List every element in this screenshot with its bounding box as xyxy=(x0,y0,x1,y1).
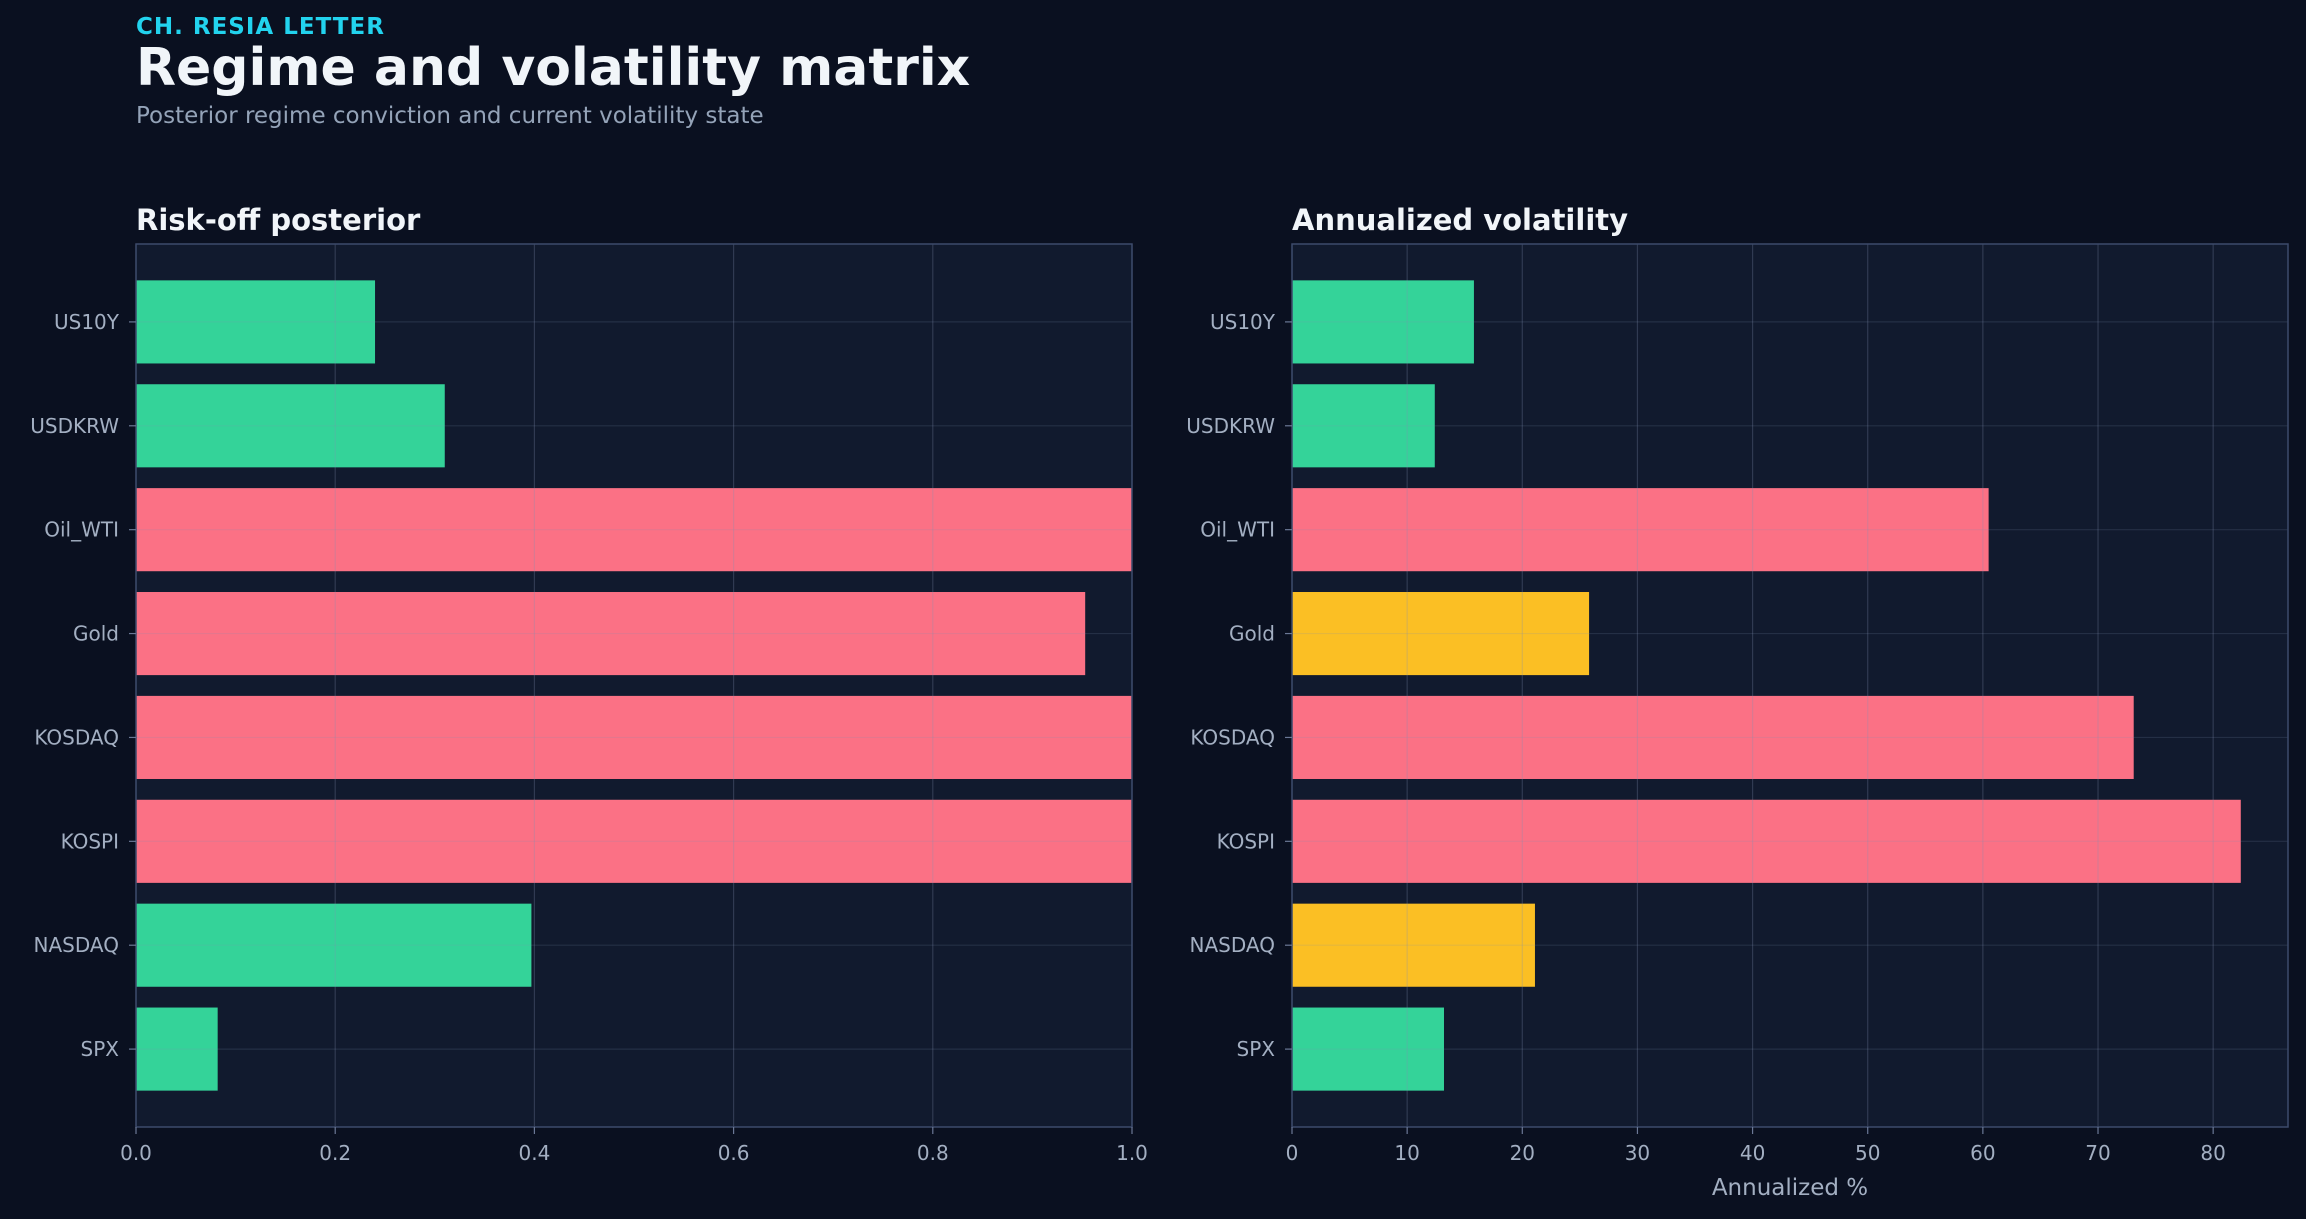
plot-frame xyxy=(1291,243,2289,1128)
x-tick-label: 0.0 xyxy=(120,1141,152,1165)
category-label: Oil_WTI xyxy=(44,518,119,542)
bar-nasdaq xyxy=(1292,903,1535,987)
x-tick-label: 40 xyxy=(1740,1141,1765,1165)
bar-gold xyxy=(136,592,1086,676)
bar-oil-wti xyxy=(1292,488,1989,572)
category-label: KOSDAQ xyxy=(34,725,119,749)
x-tick-label: 50 xyxy=(1855,1141,1880,1165)
x-tick-label: 0 xyxy=(1286,1141,1299,1165)
page-title: Regime and volatility matrix xyxy=(136,38,971,98)
plot-area xyxy=(136,244,1132,1127)
category-label: KOSPI xyxy=(1217,829,1275,853)
bar-kospi xyxy=(1292,799,2241,883)
category-label: SPX xyxy=(81,1037,120,1061)
bar-usdkrw xyxy=(136,384,445,468)
bar-kosdaq xyxy=(136,695,1132,779)
x-tick-label: 1.0 xyxy=(1116,1141,1148,1165)
category-label: NASDAQ xyxy=(1190,933,1275,957)
volatility-chart-title: Annualized volatility xyxy=(1292,203,1629,237)
category-label: USDKRW xyxy=(1186,414,1275,438)
volatility-chart: US10Y USDKRW Oil_WTI Gold KOSDAQ KOSPI NASDAQ S… xyxy=(1186,243,2289,1201)
x-tick-label: 70 xyxy=(2085,1141,2110,1165)
category-label: US10Y xyxy=(54,310,120,334)
bar-nasdaq xyxy=(136,903,532,987)
plot-frame xyxy=(135,243,1133,1128)
x-tick-label: 10 xyxy=(1394,1141,1419,1165)
x-tick-label: 0.8 xyxy=(917,1141,949,1165)
bar-oil-wti xyxy=(136,488,1132,572)
x-tick-label: 0.4 xyxy=(518,1141,550,1165)
page-subtitle: Posterior regime conviction and current … xyxy=(136,103,764,129)
x-tick-label: 0.6 xyxy=(718,1141,750,1165)
category-label: US10Y xyxy=(1210,310,1276,334)
x-tick-label: 0.2 xyxy=(319,1141,351,1165)
risk-off-chart: US10Y USDKRW Oil_WTI Gold KOSDAQ KOSPI NASDAQ S… xyxy=(30,243,1148,1165)
bar-usdkrw xyxy=(1292,384,1435,468)
x-tick-label: 60 xyxy=(1970,1141,1995,1165)
category-label: Gold xyxy=(73,622,119,646)
risk-off-chart-title: Risk-off posterior xyxy=(136,203,421,237)
category-label: Gold xyxy=(1229,622,1275,646)
bar-gold xyxy=(1292,592,1590,676)
x-tick-label: 20 xyxy=(1510,1141,1535,1165)
bar-us10y xyxy=(1292,280,1474,364)
x-tick-label: 30 xyxy=(1625,1141,1650,1165)
category-label: NASDAQ xyxy=(34,933,119,957)
x-tick-label: 80 xyxy=(2200,1141,2225,1165)
bar-spx xyxy=(1292,1007,1444,1091)
bar-kospi xyxy=(136,799,1132,883)
bar-kosdaq xyxy=(1292,695,2134,779)
category-label: USDKRW xyxy=(30,414,119,438)
category-label: KOSPI xyxy=(61,829,119,853)
brand-label: CH. RESIA LETTER xyxy=(136,14,385,40)
plot-area xyxy=(1292,244,2288,1127)
bar-us10y xyxy=(136,280,376,364)
x-axis-title: Annualized % xyxy=(1712,1175,1868,1201)
category-label: KOSDAQ xyxy=(1190,725,1275,749)
category-label: SPX xyxy=(1237,1037,1276,1061)
bar-spx xyxy=(136,1007,218,1091)
category-label: Oil_WTI xyxy=(1200,518,1275,542)
